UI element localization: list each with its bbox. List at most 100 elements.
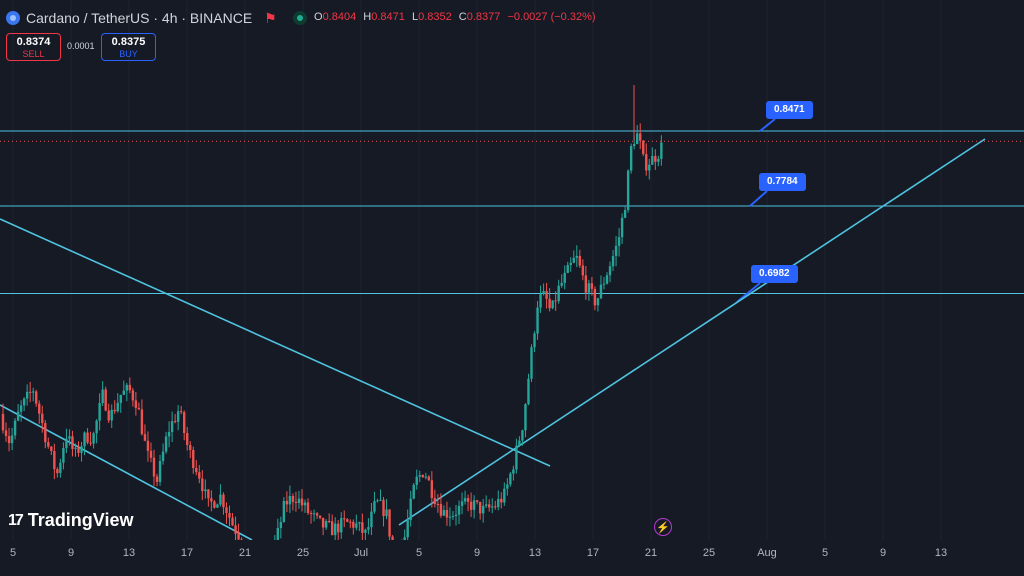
candle <box>146 431 150 462</box>
candle-body <box>131 390 135 401</box>
candle <box>170 411 174 443</box>
candle-body <box>152 457 156 477</box>
candle <box>593 286 597 311</box>
sell-button[interactable]: 0.8374 SELL <box>6 33 61 61</box>
candle <box>71 430 74 457</box>
candle <box>192 446 195 474</box>
candle-body <box>101 389 104 404</box>
candle-body <box>213 501 216 508</box>
candle <box>509 471 512 487</box>
candle-body <box>330 521 334 536</box>
price-tag-2[interactable]: 0.7784 <box>759 173 806 191</box>
candle-body <box>4 430 8 437</box>
candle-body <box>119 394 122 403</box>
symbol-icon[interactable] <box>6 11 20 25</box>
symbol-title[interactable]: Cardano / TetherUS · 4h · BINANCE <box>26 10 253 26</box>
candle-body <box>324 521 328 528</box>
candle-body <box>575 255 578 258</box>
candle-body <box>542 291 545 295</box>
candle <box>542 283 545 296</box>
lightning-icon[interactable]: ⚡ <box>654 518 672 536</box>
candle <box>457 500 461 525</box>
candle-body <box>128 384 132 391</box>
candle-body <box>62 448 65 463</box>
candle-body <box>469 501 473 510</box>
candle <box>107 403 110 424</box>
buy-label: BUY <box>119 49 138 59</box>
candle-body <box>509 473 512 485</box>
candle-body <box>370 511 373 528</box>
candle-body <box>189 445 192 450</box>
candle-body <box>533 333 536 348</box>
price-tag-3[interactable]: 0.6982 <box>751 265 798 283</box>
candle-body <box>276 527 280 542</box>
candle-body <box>219 494 222 505</box>
candle-body <box>385 509 388 517</box>
x-tick-label: 13 <box>122 547 136 559</box>
candle <box>660 135 663 166</box>
candle-body <box>530 347 533 379</box>
flag-icon[interactable]: ⚑ <box>264 9 277 26</box>
chart-header: Cardano / TetherUS · 4h · BINANCE ⚑ <box>6 8 307 28</box>
candle <box>176 405 180 431</box>
candle <box>149 442 153 463</box>
candle-body <box>657 158 660 162</box>
candle <box>306 498 310 516</box>
close-value: 0.8377 <box>466 11 501 23</box>
candle <box>557 279 560 304</box>
candle-body <box>599 284 603 299</box>
candle <box>512 465 515 481</box>
time-axis[interactable]: 5 9 13 17 21 25 Jul 5 9 13 17 21 25 Aug 5 9 13 <box>0 540 1024 576</box>
candle-body <box>545 291 548 299</box>
x-tick-label: 21 <box>238 547 252 559</box>
candle-body <box>19 405 23 412</box>
candle-body <box>28 391 32 393</box>
candle <box>545 282 548 309</box>
candle <box>25 384 29 406</box>
candle-body <box>614 245 618 256</box>
candle <box>409 490 412 527</box>
candle <box>424 472 427 480</box>
candle-body <box>596 298 600 306</box>
candle <box>327 513 331 524</box>
candle <box>491 498 494 514</box>
candle-body <box>155 476 159 482</box>
candle <box>216 503 219 508</box>
candle-body <box>140 409 144 435</box>
candle <box>563 265 566 290</box>
candle-body <box>629 145 633 171</box>
candle-body <box>41 413 44 424</box>
candle-body <box>445 510 449 518</box>
change-value: −0.0027 (−0.32%) <box>507 11 596 23</box>
candle <box>358 521 361 532</box>
candle-body <box>312 513 316 515</box>
candle <box>536 300 539 340</box>
candle <box>515 438 518 474</box>
candle-body <box>481 505 485 514</box>
candle-body <box>645 154 648 171</box>
buy-button[interactable]: 0.8375 BUY <box>101 33 156 61</box>
candle <box>521 429 524 446</box>
candle <box>19 400 23 422</box>
price-tag-1[interactable]: 0.8471 <box>766 101 813 119</box>
candle <box>195 460 198 476</box>
candle-body <box>16 411 20 421</box>
candle-body <box>602 283 606 285</box>
candle-body <box>164 436 168 452</box>
candle <box>478 501 482 520</box>
candle <box>469 492 473 518</box>
candle <box>518 436 521 448</box>
ascending-support <box>398 138 986 526</box>
candle <box>28 381 32 403</box>
candle-body <box>294 501 298 503</box>
candle <box>442 505 446 517</box>
candle-body <box>418 475 421 477</box>
candle <box>201 470 204 501</box>
candle <box>41 405 44 433</box>
candle <box>294 491 298 512</box>
candle-body <box>216 504 219 508</box>
sell-price: 0.8374 <box>16 36 51 48</box>
candle-body <box>466 498 470 502</box>
tradingview-logo[interactable]: 17 TradingView <box>8 510 134 531</box>
